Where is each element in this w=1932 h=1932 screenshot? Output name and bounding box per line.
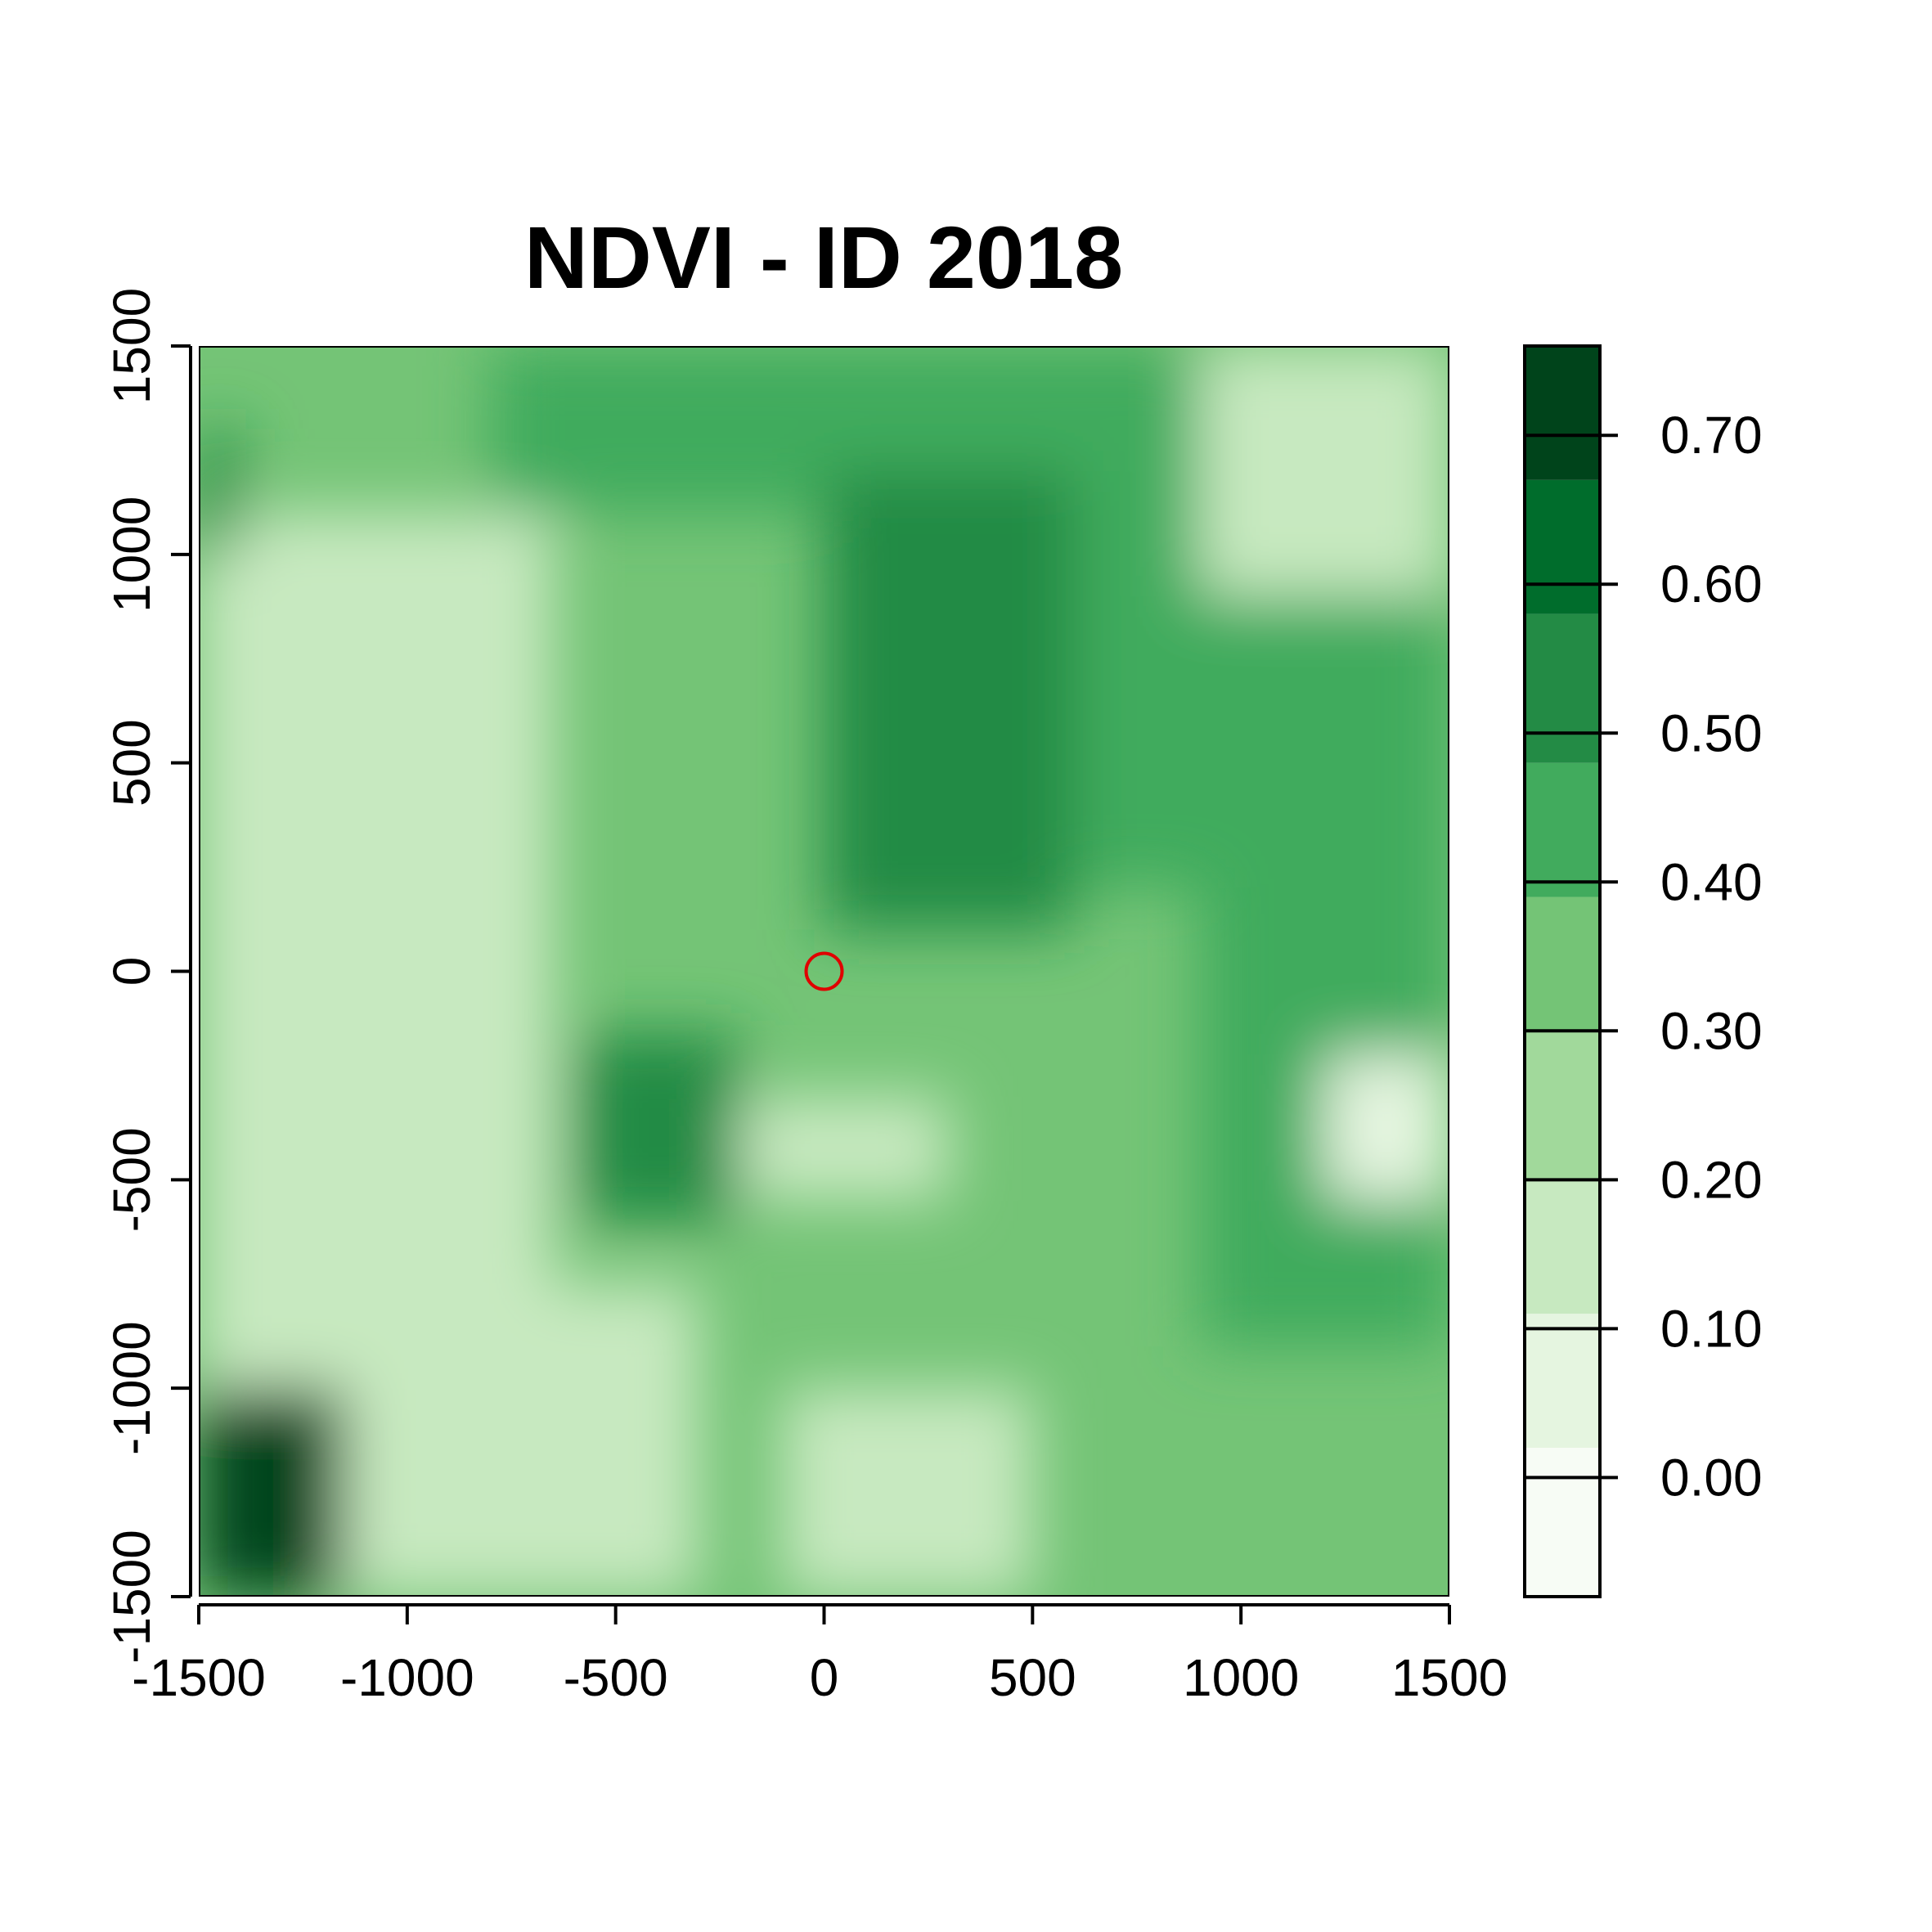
legend-swatch	[1525, 896, 1600, 1031]
raster-region-central-valley	[824, 470, 1075, 930]
x-tick-label: 1500	[1391, 1648, 1507, 1707]
legend-swatch	[1525, 1447, 1600, 1597]
chart-title: NDVI - ID 2018	[524, 208, 1123, 307]
axes: -1500 -1000 -500 0 500 1000 1500 -1500 -1000 -500…	[102, 288, 1507, 1707]
x-tick-label: -500	[564, 1648, 668, 1707]
raster-region-southwest-dark-edge	[199, 1388, 345, 1597]
legend-swatch	[1525, 762, 1600, 897]
legend-tick-label: 0.00	[1660, 1448, 1763, 1507]
raster-region-east-road-bright	[1324, 1054, 1449, 1201]
raster-region-south-central-pale	[782, 1388, 1033, 1597]
raster-region-central-pale-patch	[740, 1096, 950, 1201]
x-tick-label: 500	[989, 1648, 1076, 1707]
legend-tick-label: 0.50	[1660, 703, 1763, 762]
legend-swatch	[1525, 1179, 1600, 1314]
x-tick-label: -1500	[132, 1648, 266, 1707]
location-marker-layer	[804, 951, 844, 991]
y-tick-label: 500	[102, 719, 161, 806]
legend-swatch	[1525, 1314, 1600, 1448]
legend-swatch	[1525, 613, 1600, 763]
raster-region-central-ridge	[573, 1033, 741, 1222]
x-tick-label: 0	[810, 1648, 839, 1707]
y-tick-label: -1500	[102, 1530, 161, 1664]
legend-tick-label: 0.60	[1660, 555, 1763, 613]
legend-tick-label: 0.10	[1660, 1299, 1763, 1358]
legend-tick-label: 0.40	[1660, 852, 1763, 911]
location-marker	[804, 951, 844, 991]
ndvi-raster	[199, 346, 1449, 1597]
legend-tick-label: 0.70	[1660, 406, 1763, 465]
y-tick-label: 0	[102, 957, 161, 986]
y-tick-label: -500	[102, 1127, 161, 1232]
legend-swatch	[1525, 479, 1600, 614]
y-tick-label: -1000	[102, 1321, 161, 1455]
legend-tick-label: 0.20	[1660, 1150, 1763, 1209]
legend-frame	[1523, 344, 1602, 1598]
legend-tick-label: 0.30	[1660, 1001, 1763, 1060]
y-tick-label: 1000	[102, 496, 161, 613]
raster-region-west-pale-plateau	[199, 512, 554, 1389]
x-tick-label: -1000	[340, 1648, 474, 1707]
raster-region-northwest-dark-edge	[199, 429, 240, 555]
raster-regions	[199, 346, 1449, 1597]
raster-region-south-pale-field	[281, 1283, 699, 1597]
legend-swatch	[1525, 1031, 1600, 1180]
raster-region-northeast-road-bright	[1199, 346, 1449, 596]
legend-swatch	[1525, 346, 1600, 480]
x-tick-label: 1000	[1183, 1648, 1299, 1707]
legend: 0.00 0.10 0.20 0.30 0.40 0.50 0.60 0.70	[1523, 344, 1763, 1598]
y-tick-label: 1500	[102, 288, 161, 404]
